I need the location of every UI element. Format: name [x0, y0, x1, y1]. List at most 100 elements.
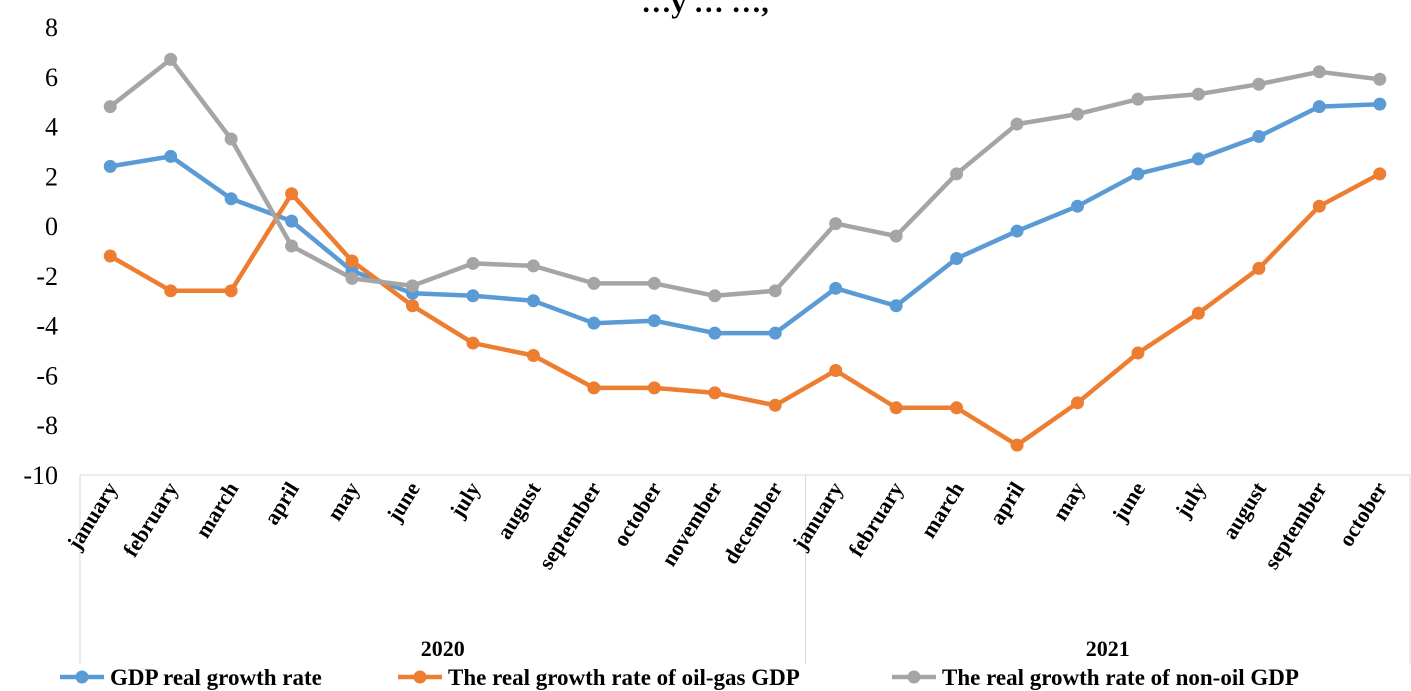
data-point	[466, 256, 480, 270]
data-point	[708, 289, 722, 303]
data-point	[1131, 346, 1145, 360]
data-point	[950, 251, 964, 265]
series-lines	[103, 52, 1387, 452]
data-point	[1312, 65, 1326, 79]
data-point	[103, 100, 117, 114]
data-point	[587, 381, 601, 395]
data-point	[103, 159, 117, 173]
y-tick-label: 2	[45, 162, 58, 191]
data-point	[1010, 224, 1024, 238]
data-point	[1010, 117, 1024, 131]
y-tick-label: 0	[45, 212, 58, 241]
y-tick-label: 8	[45, 13, 58, 42]
data-point	[526, 349, 540, 363]
x-tick-label: october	[608, 477, 667, 551]
series-line	[107, 57, 1383, 299]
data-point	[1191, 152, 1205, 166]
data-point	[345, 254, 359, 268]
chart-title: …y … …,	[641, 0, 769, 19]
legend-swatch-marker	[75, 670, 89, 684]
data-point	[224, 192, 238, 206]
data-point	[1131, 92, 1145, 106]
data-point	[1191, 306, 1205, 320]
data-point	[950, 401, 964, 415]
y-tick-label: -6	[36, 361, 58, 390]
legend-entry-label: The real growth rate of oil-gas GDP	[448, 665, 800, 690]
data-point	[1373, 167, 1387, 181]
x-tick-label: february	[118, 477, 183, 561]
data-point	[224, 284, 238, 298]
x-tick-label: may	[322, 477, 365, 524]
data-point	[829, 217, 843, 231]
data-point	[285, 214, 299, 228]
x-tick-label: october	[1333, 477, 1392, 551]
x-tick-label: november	[656, 477, 727, 570]
data-point	[1071, 107, 1084, 121]
data-point	[768, 326, 782, 340]
data-point	[829, 363, 843, 377]
data-point	[526, 259, 540, 273]
x-tick-label: february	[843, 477, 908, 561]
x-tick-label: march	[190, 477, 243, 542]
data-point	[1252, 77, 1266, 91]
x-tick-label: january	[787, 477, 848, 554]
data-point	[285, 187, 299, 201]
data-point	[1252, 261, 1266, 275]
data-point	[103, 249, 117, 263]
series-line	[107, 101, 1383, 336]
data-point	[889, 229, 903, 243]
data-point	[345, 271, 359, 285]
x-tick-label: june	[381, 477, 425, 527]
group-label: 2020	[421, 636, 465, 661]
data-point	[1373, 72, 1387, 86]
data-point	[1312, 199, 1326, 213]
data-point	[1252, 130, 1266, 144]
data-point	[829, 281, 843, 295]
y-tick-label: -8	[36, 411, 58, 440]
data-point	[224, 132, 238, 146]
data-point	[1373, 97, 1387, 111]
data-point	[1071, 396, 1084, 410]
data-point	[587, 276, 601, 290]
data-point	[1131, 167, 1145, 181]
x-tick-label: march	[915, 477, 968, 542]
data-point	[889, 299, 903, 313]
series-line	[107, 171, 1383, 448]
legend: GDP real growth rate The real growth rate…	[60, 665, 1299, 690]
data-point	[466, 289, 480, 303]
x-tick-label: december	[718, 477, 788, 568]
x-tick-label: april	[259, 477, 304, 529]
x-tick-label: january	[61, 477, 122, 554]
data-point	[708, 326, 722, 340]
legend-entry-label: The real growth rate of non-oil GDP	[942, 665, 1299, 690]
x-tick-label: april	[984, 477, 1029, 529]
data-point	[647, 381, 661, 395]
data-point	[768, 284, 782, 298]
data-point	[647, 276, 661, 290]
data-point	[950, 167, 964, 181]
data-point	[889, 401, 903, 415]
y-tick-label: -10	[23, 461, 58, 490]
data-point	[466, 336, 480, 350]
data-point	[1071, 199, 1084, 213]
x-tick-label: august	[491, 477, 546, 544]
data-point	[1010, 438, 1024, 452]
x-tick-label: july	[444, 477, 485, 522]
data-point	[164, 284, 178, 298]
data-point	[587, 316, 601, 330]
data-point	[285, 239, 299, 253]
legend-entry-label: GDP real growth rate	[110, 665, 322, 690]
y-tick-label: 6	[45, 63, 58, 92]
data-point	[526, 294, 540, 308]
x-tick-label: july	[1169, 477, 1210, 522]
x-tick-label: june	[1106, 477, 1150, 527]
data-point	[1191, 87, 1205, 101]
x-tick-label: august	[1217, 477, 1272, 544]
data-point	[406, 279, 419, 293]
data-point	[768, 398, 782, 412]
y-tick-label: -2	[36, 262, 58, 291]
data-point	[708, 386, 722, 400]
legend-swatch-marker	[413, 670, 427, 684]
y-tick-label: 4	[45, 113, 58, 142]
